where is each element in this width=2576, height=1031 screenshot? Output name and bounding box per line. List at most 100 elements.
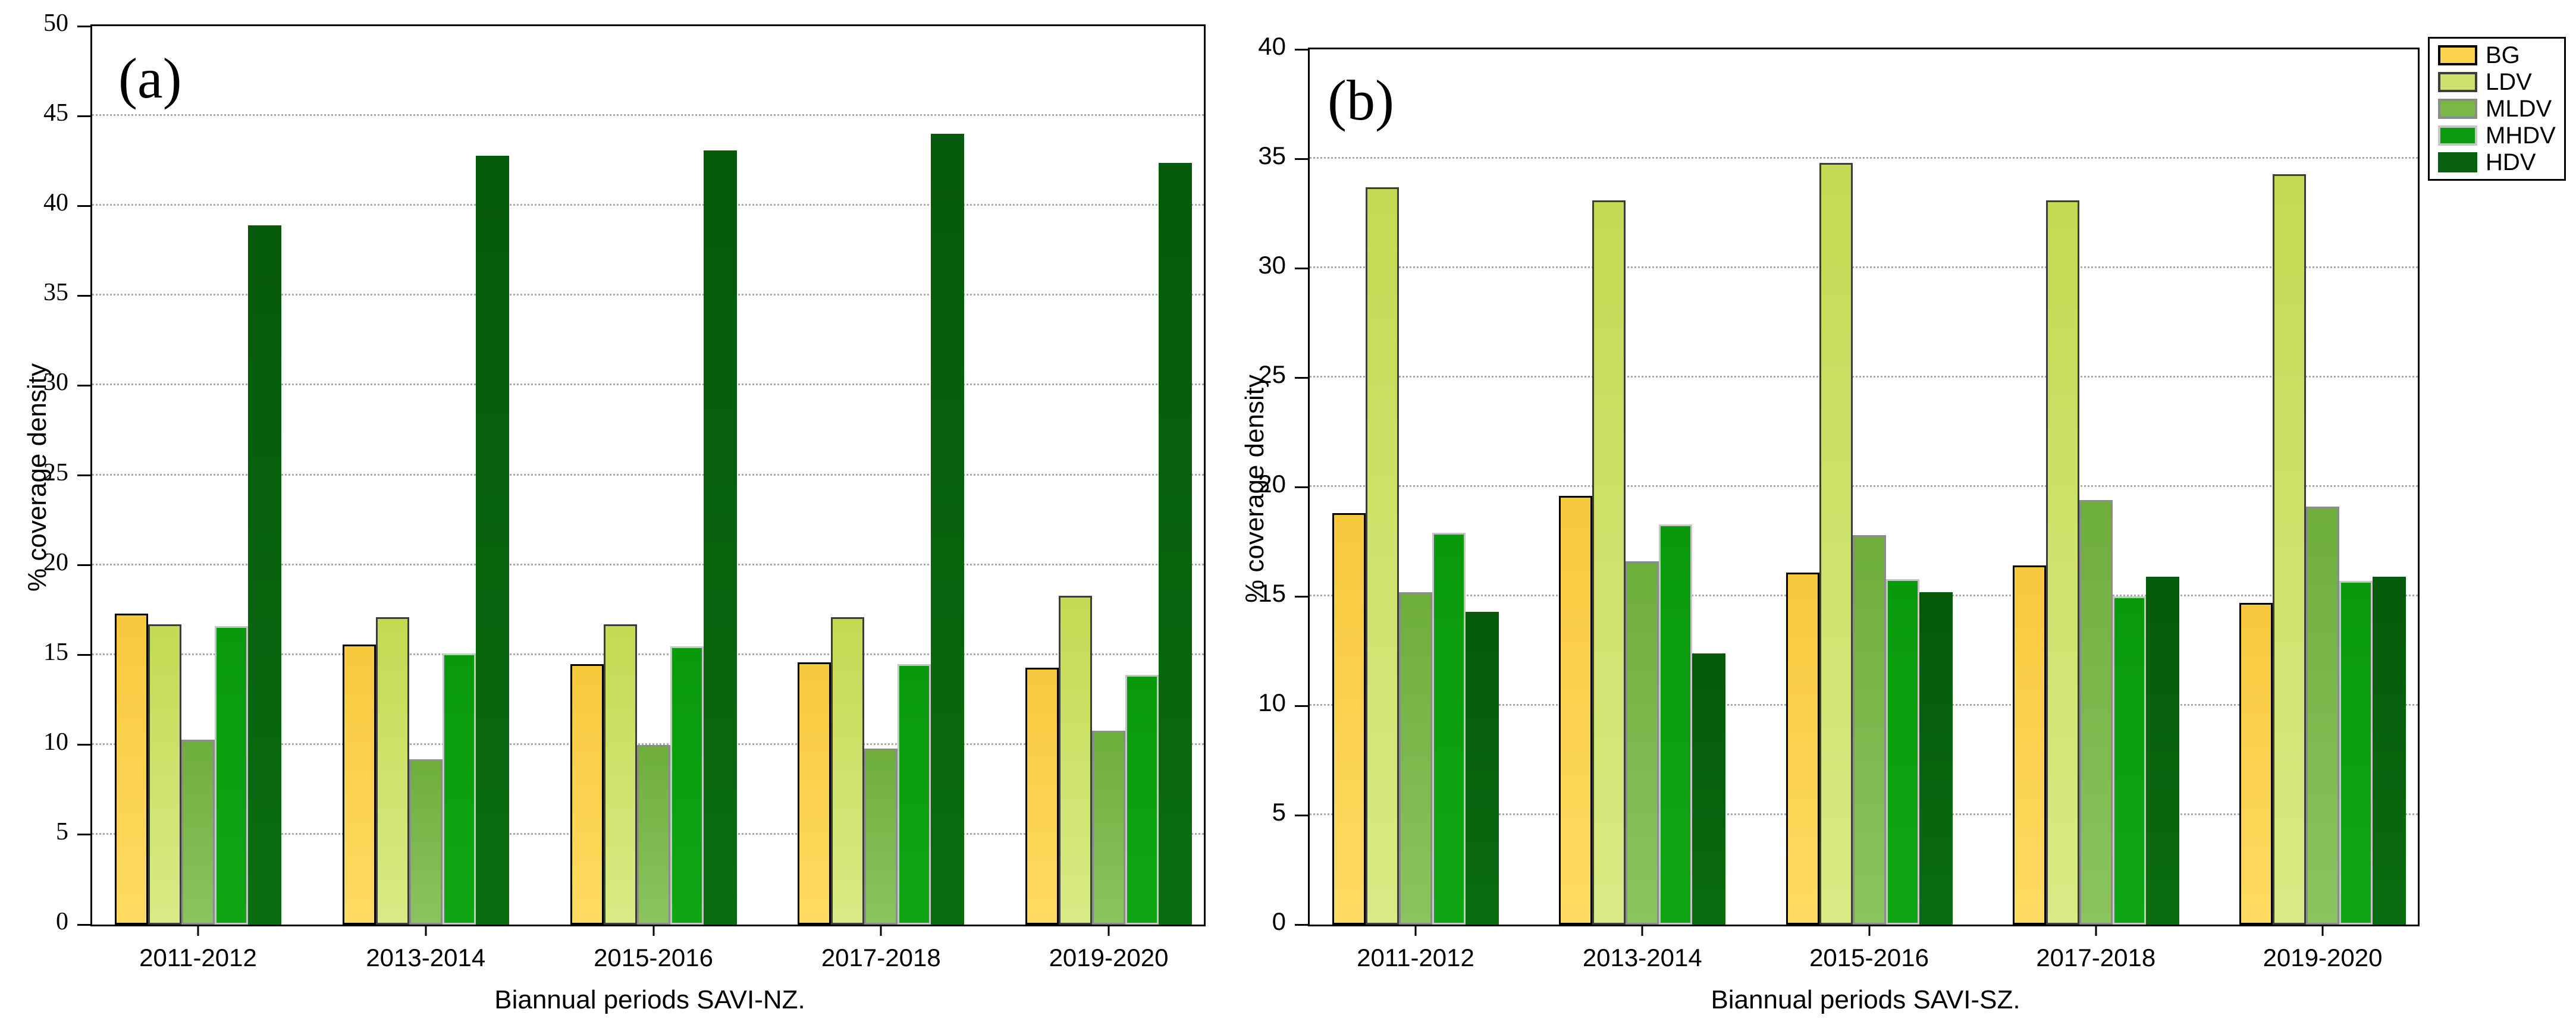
bar-HDV-2015-2016 bbox=[703, 150, 737, 925]
legend-swatch-LDV bbox=[2438, 72, 2477, 92]
y-axis-tick bbox=[77, 115, 90, 117]
y-axis-tick bbox=[77, 834, 90, 836]
y-axis-tick bbox=[77, 923, 90, 926]
bar-HDV-2011-2012 bbox=[248, 225, 281, 925]
bar-MHDV-2015-2016 bbox=[670, 646, 704, 925]
bar-BG-2017-2018 bbox=[2012, 565, 2046, 925]
x-axis-tick-label: 2011-2012 bbox=[1357, 944, 1474, 972]
gridline-y30 bbox=[1310, 266, 2418, 268]
gridline-y25 bbox=[1310, 376, 2418, 378]
bar-MLDV-2011-2012 bbox=[181, 740, 215, 925]
legend-label-MLDV: MLDV bbox=[2486, 96, 2552, 122]
x-axis-tick bbox=[2095, 926, 2097, 936]
y-axis-tick-label: 10 bbox=[1258, 689, 1286, 716]
x-axis-tick bbox=[1641, 926, 1643, 936]
x-axis-tick bbox=[2321, 926, 2324, 936]
bar-MHDV-2017-2018 bbox=[898, 664, 931, 925]
bar-LDV-2017-2018 bbox=[2045, 200, 2079, 925]
bar-BG-2015-2016 bbox=[1786, 573, 1819, 925]
x-axis-tick bbox=[652, 926, 654, 936]
bar-MHDV-2019-2020 bbox=[2339, 581, 2373, 925]
gridline-y35 bbox=[1310, 157, 2418, 159]
bar-MLDV-2017-2018 bbox=[864, 749, 898, 925]
bar-LDV-2011-2012 bbox=[1366, 187, 1399, 925]
legend-row-HDV: HDV bbox=[2438, 150, 2556, 174]
legend-label-BG: BG bbox=[2486, 42, 2520, 68]
bar-MHDV-2019-2020 bbox=[1125, 675, 1159, 925]
gridline-y45 bbox=[92, 114, 1204, 117]
y-axis-tick bbox=[77, 205, 90, 207]
legend-row-BG: BG bbox=[2438, 43, 2556, 67]
bar-group-2013-2014: 2013-2014 bbox=[1559, 200, 1726, 972]
x-axis-tick-label: 2013-2014 bbox=[366, 944, 486, 972]
y-axis-tick-label: 25 bbox=[1258, 360, 1286, 388]
y-axis-tick bbox=[77, 744, 90, 746]
y-axis-tick bbox=[1295, 267, 1308, 269]
bar-LDV-2015-2016 bbox=[603, 624, 637, 925]
y-axis-tick-label: 30 bbox=[1258, 251, 1286, 279]
y-axis-tick bbox=[1295, 814, 1308, 816]
bar-BG-2015-2016 bbox=[570, 664, 604, 925]
legend-swatch-HDV bbox=[2438, 152, 2477, 172]
y-axis-title: % coverage density bbox=[23, 363, 52, 592]
x-axis-tick-label: 2013-2014 bbox=[1582, 944, 1702, 972]
legend-label-MHDV: MHDV bbox=[2486, 122, 2556, 149]
x-axis-tick-label: 2019-2020 bbox=[1049, 944, 1169, 972]
bar-groups: 2011-2012 2013-2014 2015-2016 2017-2018 2019… bbox=[92, 26, 1204, 972]
y-axis-tick bbox=[1295, 595, 1308, 598]
y-axis-tick-label: 20 bbox=[1258, 470, 1286, 498]
panel-letter-b: (b) bbox=[1328, 68, 1394, 132]
y-axis-tick bbox=[77, 294, 90, 297]
y-axis-tick bbox=[77, 474, 90, 476]
bar-MLDV-2015-2016 bbox=[636, 745, 670, 925]
bar-HDV-2013-2014 bbox=[475, 156, 509, 925]
bar-MHDV-2015-2016 bbox=[1885, 579, 1919, 925]
bar-MLDV-2015-2016 bbox=[1852, 535, 1886, 925]
y-axis-tick bbox=[1295, 705, 1308, 707]
legend-swatch-MHDV bbox=[2438, 125, 2477, 146]
legend-label-HDV: HDV bbox=[2486, 149, 2536, 175]
bar-LDV-2019-2020 bbox=[2273, 174, 2306, 925]
bar-HDV-2019-2020 bbox=[1159, 163, 1192, 925]
legend-label-LDV: LDV bbox=[2486, 69, 2532, 95]
gridline-y25 bbox=[92, 473, 1204, 476]
bar-MLDV-2019-2020 bbox=[1092, 731, 1125, 925]
gridline-y15 bbox=[92, 653, 1204, 655]
y-axis-tick bbox=[77, 25, 90, 27]
bar-group-2011-2012: 2011-2012 bbox=[115, 225, 281, 972]
y-axis-tick-label: 5 bbox=[56, 818, 68, 845]
x-axis-tick bbox=[880, 926, 882, 936]
bar-MHDV-2011-2012 bbox=[215, 626, 248, 925]
bar-MHDV-2013-2014 bbox=[442, 653, 476, 925]
y-axis-tick bbox=[77, 654, 90, 656]
bar-HDV-2015-2016 bbox=[1919, 592, 1953, 925]
plot-area-a: 0 5 10 15 20 25 30 35 40 45 50 2011-2012 2013-2014 20… bbox=[23, 11, 1206, 1014]
gridline-y30 bbox=[92, 384, 1204, 386]
y-axis-tick-label: 40 bbox=[1258, 32, 1286, 60]
legend-box: BG LDV MLDV MHDV HDV bbox=[2428, 37, 2566, 181]
bar-MLDV-2017-2018 bbox=[2079, 500, 2113, 925]
x-axis-tick bbox=[1868, 926, 1870, 936]
bar-group-2011-2012: 2011-2012 bbox=[1332, 187, 1499, 972]
legend-swatch-BG bbox=[2438, 45, 2477, 65]
bar-LDV-2013-2014 bbox=[375, 617, 409, 925]
x-axis-tick bbox=[425, 926, 427, 936]
y-axis-tick-label: 0 bbox=[56, 908, 68, 935]
y-axis-tick-label: 35 bbox=[43, 279, 68, 307]
x-axis-tick bbox=[1414, 926, 1417, 936]
y-axis-tick bbox=[1295, 486, 1308, 488]
bar-LDV-2017-2018 bbox=[831, 617, 865, 925]
gridline-y10 bbox=[92, 743, 1204, 745]
plot-area-b: 0 5 10 15 20 25 30 35 40 2011-2012 2013-2014 2015-2… bbox=[1240, 34, 2420, 1014]
x-axis-tick-label: 2015-2016 bbox=[594, 944, 713, 972]
legend-swatch-MLDV bbox=[2438, 99, 2477, 119]
legend-row-MHDV: MHDV bbox=[2438, 124, 2556, 147]
x-axis-tick-label: 2017-2018 bbox=[821, 944, 941, 972]
bar-LDV-2015-2016 bbox=[1819, 163, 1853, 925]
bar-HDV-2013-2014 bbox=[1692, 653, 1726, 925]
y-axis-tick bbox=[1295, 158, 1308, 160]
bar-groups: 2011-2012 2013-2014 2015-2016 2017-2018 2019… bbox=[1310, 49, 2418, 972]
x-axis-tick-label: 2011-2012 bbox=[139, 944, 257, 972]
bar-group-2013-2014: 2013-2014 bbox=[342, 156, 509, 972]
